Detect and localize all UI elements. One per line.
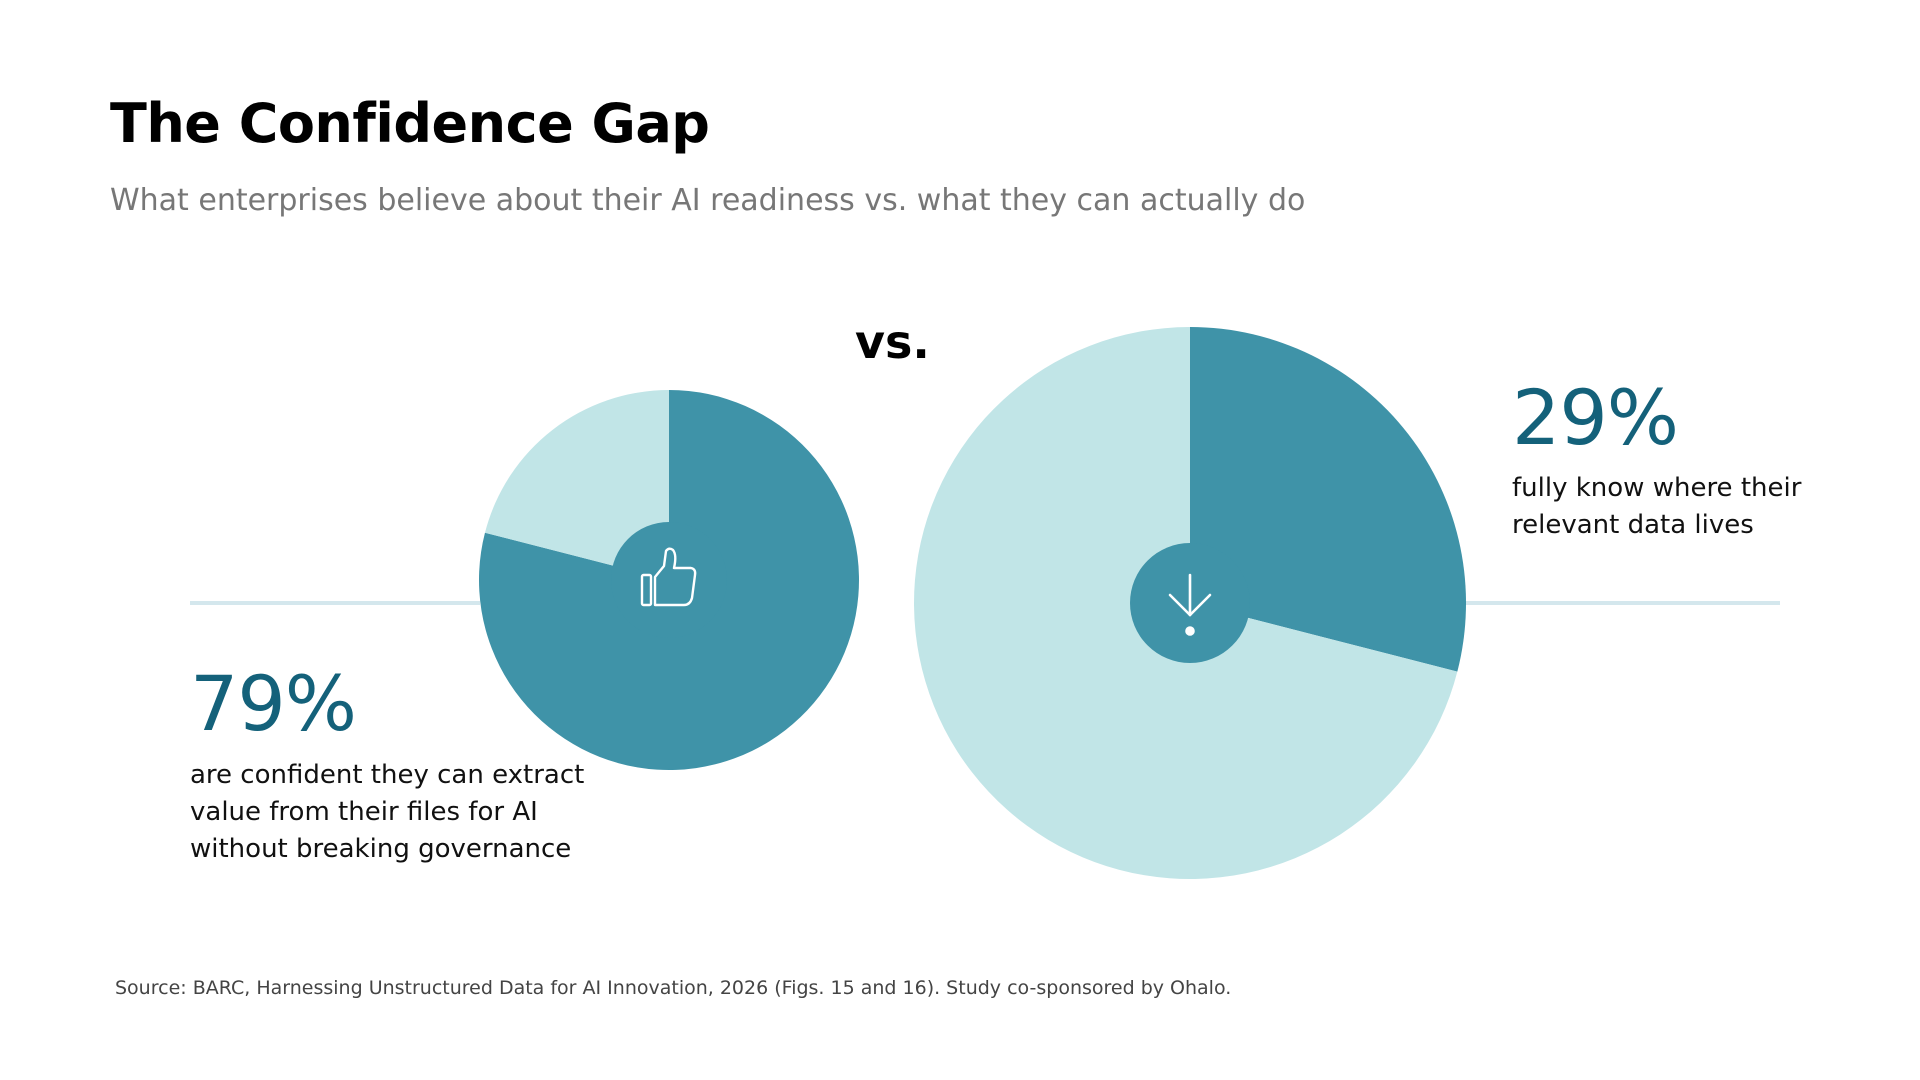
description-line: without breaking governance: [190, 834, 572, 864]
stat-percent-data-location: 29%: [1512, 373, 1679, 462]
thumbs-up-icon: [640, 547, 697, 607]
vs-label: vs.: [855, 315, 930, 369]
pie-chart-confidence: [479, 390, 860, 770]
pie-slice-value: [1190, 327, 1466, 672]
stat-description-confidence: are confident they can extract value fro…: [190, 757, 650, 868]
stat-description-data-location: fully know where their relevant data liv…: [1512, 470, 1842, 544]
page-subtitle: What enterprises believe about their AI …: [110, 183, 1306, 218]
stat-percent-confidence: 79%: [190, 659, 357, 748]
pie-center-badge: [611, 522, 727, 638]
pie-chart-data-location: [914, 327, 1466, 879]
source-note: Source: BARC, Harnessing Unstructured Da…: [115, 977, 1232, 999]
pie-slice-remainder: [484, 390, 669, 580]
page-title: The Confidence Gap: [110, 92, 710, 155]
description-line: value from their files for AI: [190, 797, 538, 827]
arrow-down-icon: [1168, 573, 1212, 636]
description-line: relevant data lives: [1512, 510, 1754, 540]
description-line: are confident they can extract: [190, 760, 585, 790]
description-line: fully know where their: [1512, 473, 1802, 503]
